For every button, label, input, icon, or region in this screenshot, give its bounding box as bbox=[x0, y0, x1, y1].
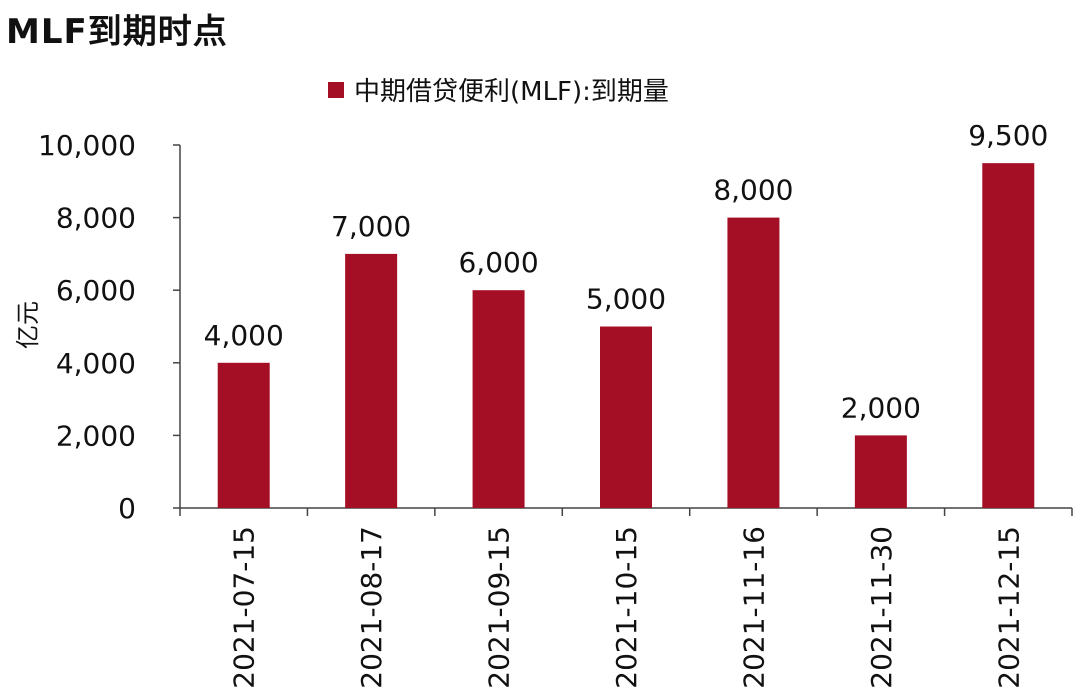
legend-label: 中期借贷便利(MLF):到期量 bbox=[354, 77, 669, 107]
x-tick-label: 2021-11-30 bbox=[865, 526, 898, 689]
x-tick-label: 2021-07-15 bbox=[228, 526, 261, 689]
bar-2021-11-16 bbox=[727, 217, 780, 508]
y-axis-title: 亿元 bbox=[14, 301, 42, 349]
y-tick-label: 8,000 bbox=[56, 202, 136, 235]
data-labels: 4,000 7,000 6,000 5,000 8,000 2,000 9,500 bbox=[204, 119, 1049, 424]
bar-2021-11-30 bbox=[854, 435, 907, 508]
data-label: 9,500 bbox=[968, 119, 1048, 152]
data-label: 8,000 bbox=[713, 174, 793, 207]
x-tick-label: 2021-12-15 bbox=[992, 526, 1025, 689]
x-axis: 2021-07-15 2021-08-17 2021-09-15 2021-10-15… bbox=[179, 507, 1073, 689]
bar-2021-12-15 bbox=[982, 163, 1035, 508]
bar-2021-08-17 bbox=[345, 253, 398, 508]
x-tick-label: 2021-08-17 bbox=[355, 526, 388, 689]
data-label: 4,000 bbox=[204, 319, 284, 352]
data-label: 7,000 bbox=[331, 210, 411, 243]
page-title: MLF到期时点 bbox=[6, 12, 228, 52]
y-tick-label: 0 bbox=[118, 492, 136, 525]
x-tick-label: 2021-09-15 bbox=[483, 526, 516, 689]
data-label: 6,000 bbox=[458, 246, 538, 279]
y-tick-label: 2,000 bbox=[56, 419, 136, 452]
x-tick-label: 2021-11-16 bbox=[737, 526, 770, 689]
legend: 中期借贷便利(MLF):到期量 bbox=[328, 77, 669, 107]
bar-2021-10-15 bbox=[600, 326, 652, 508]
bar-2021-07-15 bbox=[217, 362, 270, 508]
data-label: 2,000 bbox=[841, 391, 921, 424]
y-axis: 0 2,000 4,000 6,000 8,000 10,000 bbox=[38, 129, 181, 525]
bars bbox=[217, 163, 1035, 508]
y-tick-label: 4,000 bbox=[56, 347, 136, 380]
x-tick-label: 2021-10-15 bbox=[610, 526, 643, 689]
y-tick-label: 6,000 bbox=[56, 274, 136, 307]
legend-swatch bbox=[328, 82, 344, 98]
y-tick-label: 10,000 bbox=[38, 129, 136, 162]
data-label: 5,000 bbox=[586, 283, 666, 316]
bar-2021-09-15 bbox=[472, 290, 525, 508]
